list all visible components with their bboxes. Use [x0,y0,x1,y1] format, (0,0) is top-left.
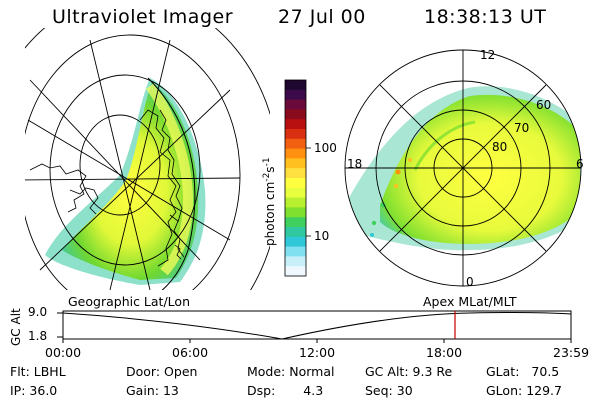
instrument-title: Ultraviolet Imager [52,6,234,28]
colorbar-segment [285,246,306,257]
status-glat: GLat: 70.5 [486,364,560,379]
altitude-plot [57,310,572,343]
xtick-1800: 18:00 [426,345,463,360]
mlt-label-6: 6 [576,157,584,171]
colorbar-segment [285,266,306,277]
colorbar-segment [285,109,306,120]
colorbar-segment [285,187,306,199]
colorbar-segment [285,236,306,248]
xtick-2359: 23:59 [553,345,590,360]
mlat-label-60: 60 [536,98,552,112]
status-gain: Gain: 13 [126,383,179,398]
date-label: 27 Jul 00 [278,6,366,28]
colorbar-segment [285,119,306,130]
colorbar-segment [285,207,306,218]
colorbar-segment [285,227,306,238]
mlat-label-70: 70 [514,121,530,135]
colorbar-segment [285,158,306,169]
colorbar-segment [285,197,306,208]
mlt-label-12: 12 [480,48,496,62]
colorbar-segment [285,99,306,110]
xtick-1200: 12:00 [299,345,336,360]
altitude-ylabel: GC Alt [9,308,23,346]
colorbar-segment [285,89,306,101]
altitude-ytick-bottom: 1.8 [28,329,48,343]
status-gcalt: GC Alt: 9.3 Re [365,364,453,379]
colorbar-segment [285,138,306,150]
colorbar-segment [285,129,306,140]
time-label: 18:38:13 UT [424,6,547,28]
xtick-0600: 06:00 [172,345,209,360]
status-ip: IP: 36.0 [10,383,58,398]
colorbar-segment [285,80,306,91]
mlt-label-0: 0 [466,275,474,289]
status-glon: GLon: 129.7 [486,383,562,398]
status-seq: Seq: 30 [365,383,413,398]
mlat-label-80: 80 [492,140,508,154]
status-dsp: Dsp: 4.3 [247,383,324,398]
colorbar-segment [285,256,306,267]
colorbar [285,80,306,277]
colorbar-segment [285,148,306,159]
xtick-0000: 00:00 [45,345,82,360]
right-panel-caption: Apex MLat/MLT [423,294,517,309]
colorbar-frame [284,79,307,277]
left-panel-caption: Geographic Lat/Lon [68,294,190,309]
status-mode: Mode: Normal [247,364,335,379]
colorbar-units: photon cm-2s-1 [262,157,277,246]
status-flt: Flt: LBHL [10,364,66,379]
mlt-label-18: 18 [347,157,363,171]
colorbar-tick-100: 100 [314,141,337,155]
status-door: Door: Open [126,364,198,379]
altitude-ytick-top: 9.0 [28,305,48,319]
altitude-curve [62,312,572,340]
colorbar-segment [285,178,306,189]
polar-plot [344,49,582,287]
colorbar-segment [285,168,306,179]
colorbar-tick-10: 10 [314,229,330,243]
colorbar-segment [285,217,306,228]
geographic-map [25,28,270,290]
